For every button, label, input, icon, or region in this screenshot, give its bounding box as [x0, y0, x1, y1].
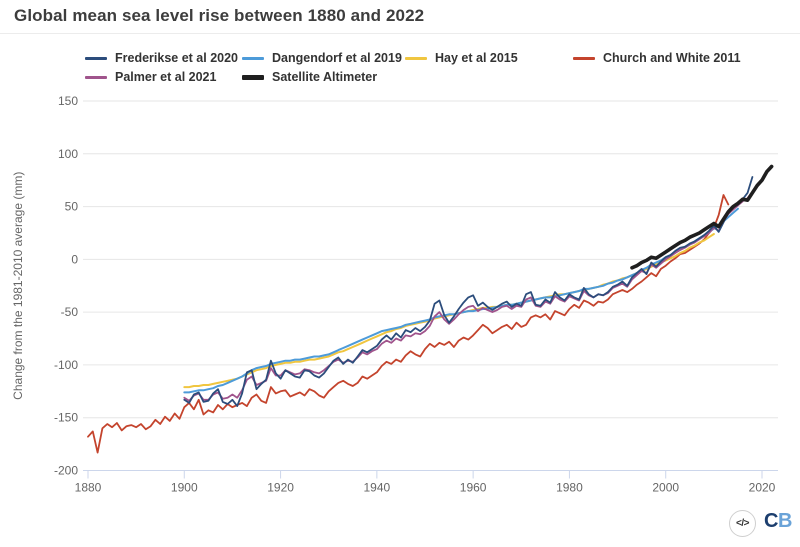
legend-item-satellite-altimeter[interactable]: Satellite Altimeter [242, 70, 377, 84]
y-tick-label-50: 50 [65, 200, 79, 214]
legend-label: Frederikse et al 2020 [115, 51, 238, 65]
embed-code-icon[interactable]: </> [729, 510, 756, 537]
logo-letter-c: C [764, 510, 778, 532]
legend-label: Dangendorf et al 2019 [272, 51, 402, 65]
y-tick-label-0: 0 [71, 252, 78, 266]
legend-label: Hay et al 2015 [435, 51, 518, 65]
x-tick-label-1980: 1980 [556, 481, 583, 495]
y-tick-label--200: -200 [54, 464, 78, 478]
series-line-frederikse-et-al-2020 [183, 176, 754, 408]
x-tick-label-1940: 1940 [364, 481, 391, 495]
legend-swatch-icon [85, 56, 107, 60]
carbon-brief-logo[interactable]: CB [764, 510, 792, 533]
legend-label: Church and White 2011 [603, 51, 741, 65]
x-tick-label-1920: 1920 [267, 481, 294, 495]
legend-item-frederikse-et-al-2020[interactable]: Frederikse et al 2020 [85, 51, 238, 65]
logo-letter-b: B [777, 510, 792, 532]
legend-swatch-icon [573, 56, 595, 60]
y-tick-label-150: 150 [58, 94, 78, 108]
y-tick-label--100: -100 [54, 358, 78, 372]
y-tick-label--50: -50 [61, 305, 79, 319]
legend-swatch-icon [85, 75, 107, 79]
x-tick-label-1900: 1900 [171, 481, 198, 495]
legend-item-dangendorf-et-al-2019[interactable]: Dangendorf et al 2019 [242, 51, 402, 65]
series-line-hay-et-al-2015 [183, 233, 715, 389]
x-tick-label-1880: 1880 [75, 481, 102, 495]
legend-item-palmer-et-al-2021[interactable]: Palmer et al 2021 [85, 70, 216, 84]
series-line-satellite-altimeter [630, 164, 774, 270]
x-tick-label-1960: 1960 [460, 481, 487, 495]
x-tick-label-2000: 2000 [652, 481, 679, 495]
legend-label: Satellite Altimeter [272, 70, 378, 84]
y-axis-title: Change from the 1981-2010 average (mm) [11, 172, 25, 400]
title-divider [0, 33, 800, 34]
y-tick-label-100: 100 [58, 147, 78, 161]
legend-swatch-icon [242, 74, 264, 80]
x-tick-label-2020: 2020 [749, 481, 776, 495]
y-tick-label--150: -150 [54, 411, 78, 425]
series-line-church-and-white-2011 [87, 194, 730, 454]
legend-swatch-icon [405, 56, 427, 60]
chart-title: Global mean sea level rise between 1880 … [14, 6, 425, 25]
legend-item-hay-et-al-2015[interactable]: Hay et al 2015 [405, 51, 518, 65]
legend-item-church-and-white-2011[interactable]: Church and White 2011 [573, 51, 741, 65]
series-line-palmer-et-al-2021 [183, 180, 763, 402]
legend-swatch-icon [242, 56, 264, 60]
legend-label: Palmer et al 2021 [115, 70, 217, 84]
